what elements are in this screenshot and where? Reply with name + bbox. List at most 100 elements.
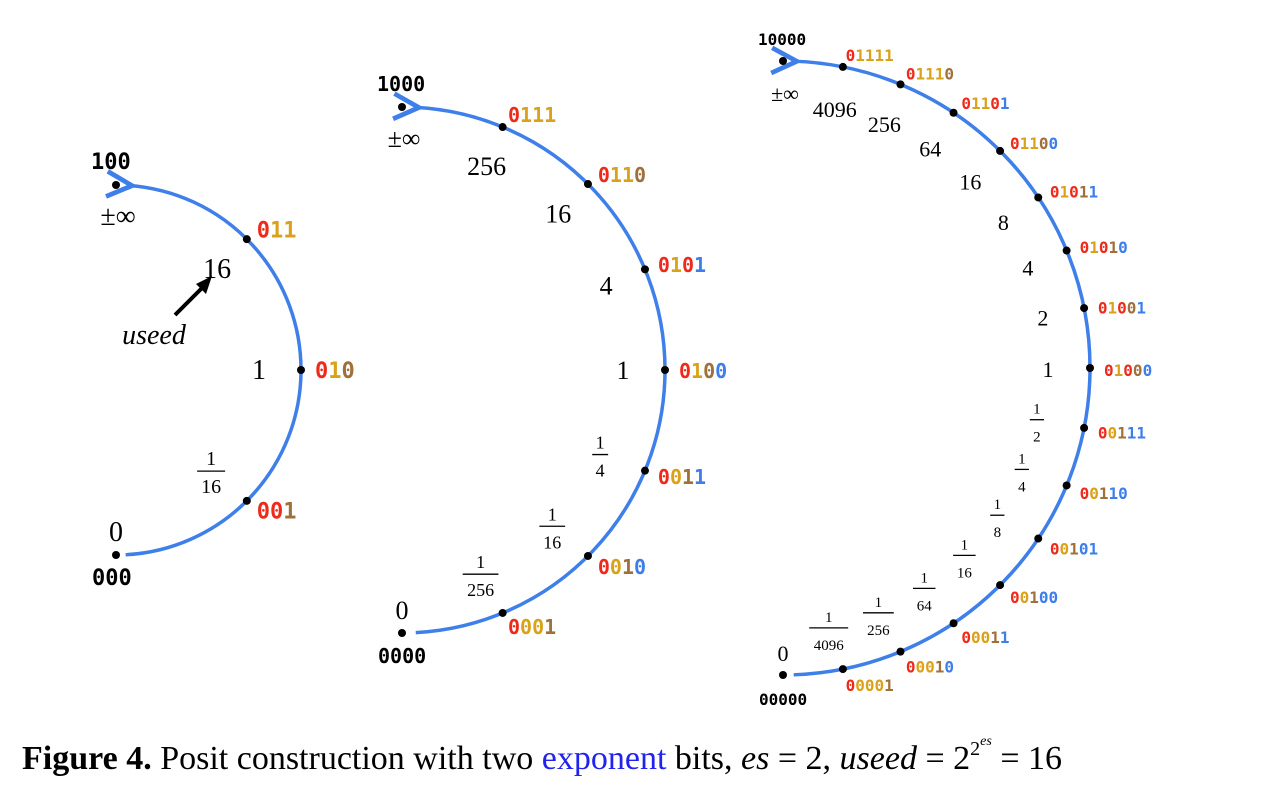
- value-5bit-13-den: 256: [867, 623, 890, 639]
- bits-4bit-3: 0100: [679, 359, 727, 383]
- value-4bit-6-den: 256: [467, 580, 494, 600]
- bits-5bit-5-part-1: 1: [1089, 238, 1099, 257]
- bits-4bit-5-part-2: 1: [622, 555, 634, 579]
- bits-3bit-2: 001: [257, 500, 297, 525]
- infinity-point-5bit: [779, 57, 787, 65]
- value-5bit-0: 4096: [813, 97, 857, 122]
- point-3bit-0: [242, 235, 251, 244]
- value-4bit-3: 1: [617, 356, 630, 385]
- value-5bit-6: 2: [1037, 305, 1048, 330]
- bits-5bit-4-part-0: 0: [1050, 183, 1060, 202]
- bits-3bit-1-part-0: 0: [315, 359, 328, 384]
- bits-4bit-3-part-2: 0: [703, 359, 715, 383]
- bits-5bit-11: 00100: [1010, 588, 1058, 607]
- point-5bit-10: [1034, 534, 1043, 543]
- caption-superscript: 2es: [970, 734, 992, 760]
- bits-4bit-5: 0010: [598, 555, 646, 579]
- bits-5bit-10-part-0: 0: [1050, 539, 1060, 558]
- bits-5bit-3-part-3: 0: [1049, 134, 1059, 153]
- value-3bit-2-num: 1: [206, 448, 216, 470]
- bits-5bit-5-part-0: 0: [1080, 238, 1090, 257]
- bits-5bit-7: 01000: [1104, 361, 1152, 380]
- point-5bit-13: [896, 647, 905, 656]
- zero-label-5bit: 0: [778, 641, 789, 666]
- bottom-bits-4bit: 0000: [378, 644, 426, 668]
- point-4bit-5: [583, 551, 592, 560]
- bits-4bit-6-part-2: 1: [544, 615, 556, 639]
- caption-eq-3: = 16: [991, 740, 1063, 777]
- caption-sup-es: es: [980, 734, 992, 749]
- bits-4bit-4: 0011: [658, 465, 706, 489]
- bits-5bit-1-part-2: 0: [944, 64, 954, 83]
- point-3bit-1: [297, 366, 305, 374]
- bits-3bit-2-part-0: 0: [257, 500, 270, 525]
- point-5bit-11: [996, 581, 1005, 590]
- bits-4bit-1-part-1: 11: [610, 163, 634, 187]
- bits-5bit-9-part-1: 0: [1089, 484, 1099, 503]
- bits-4bit-2-part-2: 0: [682, 253, 694, 277]
- bits-5bit-5-part-3: 1: [1108, 238, 1118, 257]
- value-4bit-0: 256: [467, 152, 506, 181]
- bits-5bit-7-part-1: 1: [1114, 361, 1124, 380]
- bits-5bit-11-part-0: 0: [1010, 588, 1020, 607]
- point-5bit-0: [838, 62, 847, 71]
- bits-5bit-13-part-2: 1: [935, 658, 945, 677]
- bits-5bit-6-part-1: 1: [1107, 298, 1117, 317]
- point-5bit-7: [1086, 364, 1094, 372]
- value-5bit-12-den: 64: [917, 598, 933, 614]
- point-4bit-3: [661, 366, 669, 374]
- bits-5bit-7-part-3: 0: [1133, 361, 1143, 380]
- value-5bit-10-num: 1: [994, 497, 1002, 513]
- caption-es: es: [741, 740, 770, 777]
- top-bits-3bit: 100: [91, 150, 131, 175]
- bits-3bit-1: 010: [315, 359, 355, 384]
- bits-4bit-4-part-0: 0: [658, 465, 670, 489]
- bits-5bit-2-part-3: 1: [1000, 94, 1010, 113]
- bits-5bit-14-part-1: 000: [855, 676, 884, 695]
- bits-5bit-8: 00111: [1098, 424, 1146, 443]
- bits-5bit-3-part-1: 11: [1020, 134, 1039, 153]
- bits-3bit-2-part-2: 1: [283, 500, 296, 525]
- bits-5bit-3: 01100: [1010, 134, 1058, 153]
- bits-5bit-2-part-2: 0: [990, 94, 1000, 113]
- bits-5bit-7-part-2: 0: [1123, 361, 1133, 380]
- bits-5bit-4: 01011: [1050, 183, 1098, 202]
- bits-4bit-2: 0101: [658, 253, 706, 277]
- bits-5bit-13-part-1: 00: [915, 658, 934, 677]
- bits-5bit-2: 01101: [961, 94, 1009, 113]
- bits-5bit-13: 00010: [906, 658, 954, 677]
- bits-4bit-6-part-1: 00: [520, 615, 544, 639]
- bits-4bit-0: 0111: [508, 103, 556, 127]
- zero-point-5bit: [779, 671, 787, 679]
- bits-3bit-0-part-0: 0: [257, 218, 270, 243]
- bits-5bit-0-part-0: 0: [846, 46, 856, 65]
- bits-4bit-4-part-1: 0: [670, 465, 682, 489]
- bits-4bit-2-part-0: 0: [658, 253, 670, 277]
- zero-label-3bit: 0: [109, 517, 123, 548]
- bottom-bits-3bit: 000: [92, 566, 132, 591]
- bits-5bit-9: 00110: [1080, 484, 1128, 503]
- value-5bit-1: 256: [868, 112, 901, 137]
- bits-5bit-5: 01010: [1080, 238, 1128, 257]
- value-3bit-2-den: 16: [201, 476, 221, 498]
- bits-5bit-4-part-2: 0: [1069, 183, 1079, 202]
- caption-sup-base: 2: [970, 738, 981, 760]
- point-5bit-3: [996, 146, 1005, 155]
- value-5bit-5: 4: [1022, 256, 1033, 281]
- zero-label-4bit: 0: [396, 596, 409, 625]
- value-5bit-11-num: 1: [961, 537, 969, 553]
- useed-arrow-head: [196, 276, 212, 294]
- bits-5bit-12: 00011: [961, 628, 1009, 647]
- bits-4bit-0-part-1: 111: [520, 103, 556, 127]
- value-5bit-7: 1: [1043, 357, 1054, 382]
- bits-5bit-0-part-1: 1111: [855, 46, 894, 65]
- bits-5bit-5-part-2: 0: [1099, 238, 1109, 257]
- bits-3bit-1-part-1: 1: [328, 359, 341, 384]
- point-5bit-14: [838, 665, 847, 674]
- value-4bit-5-den: 16: [543, 532, 561, 552]
- bits-5bit-8-part-1: 0: [1107, 424, 1117, 443]
- value-5bit-14-num: 1: [825, 610, 833, 626]
- point-5bit-4: [1034, 193, 1043, 202]
- top-bits-5bit: 10000: [758, 30, 806, 49]
- infinity-label-5bit: ±∞: [771, 81, 799, 106]
